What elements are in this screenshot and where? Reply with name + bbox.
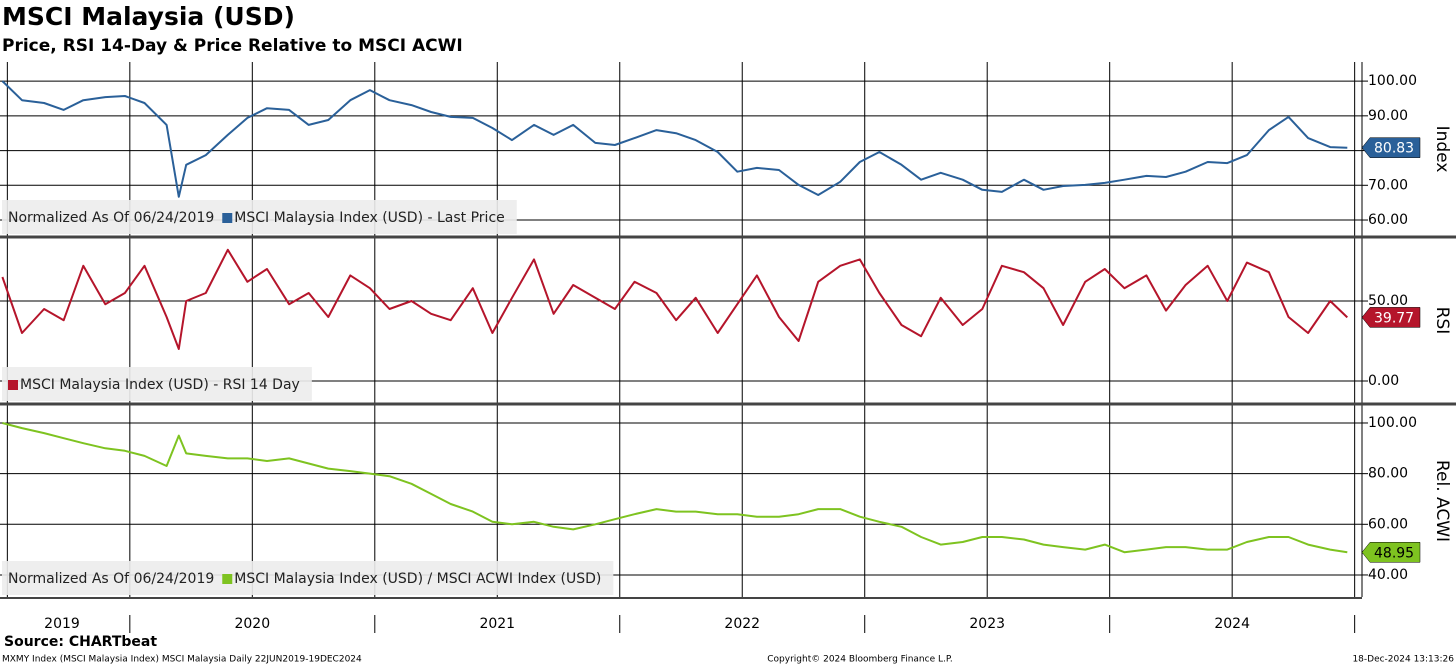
legend-swatch	[8, 380, 18, 390]
legend-box	[2, 200, 517, 234]
y-tick-label: 90.00	[1368, 108, 1408, 124]
x-tick-label: 2020	[234, 616, 270, 632]
last-value-label: 39.77	[1374, 310, 1414, 326]
x-tick-label: 2022	[724, 616, 760, 632]
y-axis-title: Rel. ACWI	[1432, 460, 1452, 542]
chart-title: MSCI Malaysia (USD)	[2, 2, 295, 31]
y-tick-label: 0.00	[1368, 373, 1399, 389]
last-value-label: 80.83	[1374, 141, 1414, 157]
chart-subtitle: Price, RSI 14-Day & Price Relative to MS…	[2, 36, 463, 56]
series-line	[1, 80, 1348, 198]
x-tick-label: 2021	[479, 616, 515, 632]
legend-swatch	[222, 574, 233, 584]
y-tick-label: 60.00	[1368, 516, 1408, 532]
legend-label: MSCI Malaysia Index (USD) - RSI 14 Day	[20, 377, 300, 393]
y-tick-label: 40.00	[1368, 567, 1408, 583]
legend-label: MSCI Malaysia Index (USD) / MSCI ACWI In…	[234, 571, 601, 587]
y-tick-label: 100.00	[1368, 73, 1417, 89]
footer-center: Copyright© 2024 Bloomberg Finance L.P.	[767, 655, 952, 665]
legend-note: Normalized As Of 06/24/2019	[8, 571, 214, 587]
last-value-badge	[1361, 307, 1421, 328]
legend-note: Normalized As Of 06/24/2019	[8, 210, 214, 226]
y-axis-title: Index	[1432, 126, 1452, 173]
y-tick-label: 60.00	[1368, 212, 1408, 228]
last-value-badge	[1361, 137, 1421, 158]
series-line	[1, 248, 1348, 350]
x-tick-label: 2024	[1214, 616, 1250, 632]
y-axis-title: RSI	[1432, 307, 1452, 335]
series-line	[2, 422, 1348, 554]
y-tick-label: 70.00	[1368, 177, 1408, 193]
y-tick-label: 50.00	[1368, 293, 1408, 309]
legend-box	[2, 367, 312, 401]
y-tick-label: 100.00	[1368, 415, 1417, 431]
source: Source: CHARTbeat	[4, 634, 157, 650]
legend-swatch	[222, 213, 233, 223]
last-value-label: 48.95	[1374, 545, 1414, 561]
last-value-badge	[1361, 542, 1421, 563]
footer-left: MXMY Index (MSCI Malaysia Index) MSCI Ma…	[2, 655, 362, 665]
legend-box	[2, 561, 614, 595]
legend-label: MSCI Malaysia Index (USD) - Last Price	[234, 210, 505, 226]
y-tick-label: 80.00	[1368, 466, 1408, 482]
footer-right: 18-Dec-2024 13:13:26	[1352, 655, 1454, 665]
x-tick-label: 2019	[44, 616, 80, 632]
x-tick-label: 2023	[969, 616, 1005, 632]
